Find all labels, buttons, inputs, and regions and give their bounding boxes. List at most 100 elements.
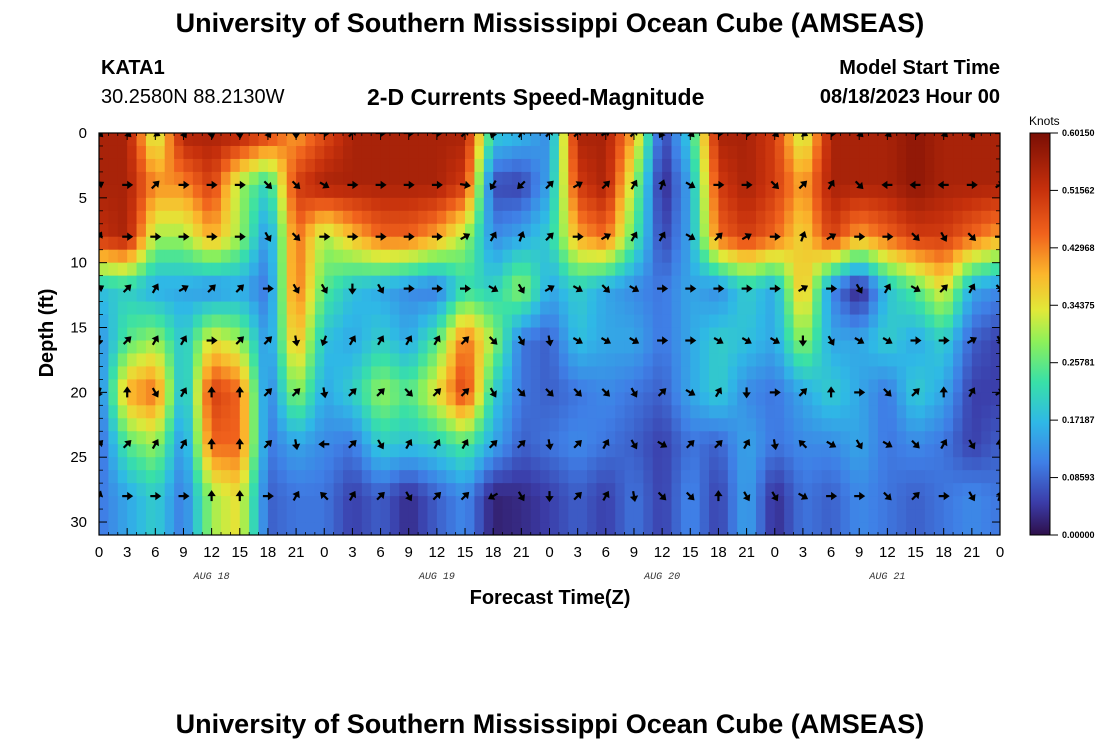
current-arrow (573, 439, 582, 449)
heatmap-cell (239, 262, 250, 277)
heatmap-cell (915, 236, 926, 251)
current-arrow (122, 386, 132, 398)
heatmap-cell (577, 405, 588, 419)
heatmap-cell (192, 340, 203, 355)
heatmap-cell (934, 457, 945, 471)
heatmap-cell (333, 314, 344, 329)
heatmap-cell (633, 262, 644, 277)
heatmap-cell (117, 379, 128, 393)
heatmap-cell (727, 379, 738, 393)
heatmap-cell (183, 418, 194, 432)
heatmap-cell (709, 223, 720, 238)
heatmap-cell (258, 184, 269, 199)
heatmap-cell (455, 405, 466, 419)
heatmap-cell (361, 197, 372, 212)
heatmap-cell (465, 262, 476, 277)
current-arrow (291, 232, 301, 241)
current-arrow (545, 180, 554, 190)
heatmap-cell (230, 223, 241, 238)
heatmap-cell (361, 496, 372, 510)
heatmap-cell (755, 327, 766, 342)
heatmap-cell (812, 145, 823, 160)
heatmap-cell (305, 275, 316, 290)
heatmap-cell (418, 275, 429, 290)
heatmap-cell (802, 210, 813, 225)
heatmap-cell (455, 340, 466, 355)
heatmap-cell (343, 171, 354, 186)
heatmap-cell (117, 431, 128, 445)
heatmap-cell (643, 340, 654, 355)
heatmap-cell (671, 249, 682, 264)
heatmap-cell (671, 522, 682, 535)
heatmap-cell (877, 431, 888, 445)
heatmap-cell (446, 509, 457, 523)
heatmap-cell (690, 184, 701, 199)
heatmap-cell (840, 197, 851, 212)
heatmap-cell (436, 314, 447, 329)
heatmap-cell (840, 457, 851, 471)
current-arrow (348, 283, 357, 295)
heatmap-cell (633, 223, 644, 238)
heatmap-cell (831, 301, 842, 316)
heatmap-cell (192, 366, 203, 380)
heatmap-cell (605, 210, 616, 225)
heatmap-cell (737, 366, 748, 380)
heatmap-cell (746, 483, 757, 497)
heatmap-cell (934, 210, 945, 225)
heatmap-cell (277, 262, 288, 277)
heatmap-cell (352, 145, 363, 160)
heatmap-cell (896, 314, 907, 329)
heatmap-cell (521, 236, 532, 251)
heatmap-cell (812, 509, 823, 523)
heatmap-cell (662, 431, 673, 445)
heatmap-cell (718, 496, 729, 510)
heatmap-cell (483, 444, 494, 458)
heatmap-cell (540, 301, 551, 316)
heatmap-cell (145, 197, 156, 212)
heatmap-cell (596, 470, 607, 484)
heatmap-cell (915, 340, 926, 355)
heatmap-cell (296, 470, 307, 484)
heatmap-cell (671, 431, 682, 445)
heatmap-cell (333, 509, 344, 523)
heatmap-cell (474, 509, 485, 523)
heatmap-cell (380, 366, 391, 380)
heatmap-cell (990, 457, 1000, 471)
heatmap-cell (455, 314, 466, 329)
heatmap-cell (108, 405, 119, 419)
heatmap-cell (436, 405, 447, 419)
heatmap-cell (258, 275, 269, 290)
x-tick-label: 9 (855, 544, 863, 561)
heatmap-cell (774, 431, 785, 445)
heatmap-cell (821, 444, 832, 458)
heatmap-cell (436, 353, 447, 368)
heatmap-cell (127, 158, 138, 173)
heatmap-cell (765, 301, 776, 316)
heatmap-cell (249, 210, 260, 225)
heatmap-cell (587, 314, 598, 329)
y-tick-label: 25 (70, 449, 87, 466)
heatmap-cell (221, 522, 231, 535)
heatmap-cell (793, 327, 804, 342)
heatmap-cell (549, 210, 560, 225)
heatmap-cell (239, 431, 250, 445)
heatmap-cell (981, 392, 992, 406)
heatmap-cell (680, 145, 691, 160)
heatmap-cell (493, 301, 504, 316)
heatmap-cell (934, 275, 945, 290)
heatmap-cell (483, 223, 494, 238)
heatmap-cell (474, 418, 485, 432)
heatmap-cell (831, 184, 842, 199)
heatmap-cell (343, 444, 354, 458)
heatmap-cell (361, 431, 372, 445)
heatmap-cell (389, 366, 400, 380)
heatmap-cell (230, 184, 241, 199)
heatmap-cell (727, 509, 738, 523)
heatmap-cell (502, 431, 513, 445)
heatmap-cell (887, 158, 898, 173)
heatmap-cell (164, 483, 175, 497)
heatmap-cell (596, 158, 607, 173)
heatmap-cell (343, 210, 354, 225)
heatmap-cell (267, 301, 278, 316)
heatmap-cell (333, 522, 344, 535)
